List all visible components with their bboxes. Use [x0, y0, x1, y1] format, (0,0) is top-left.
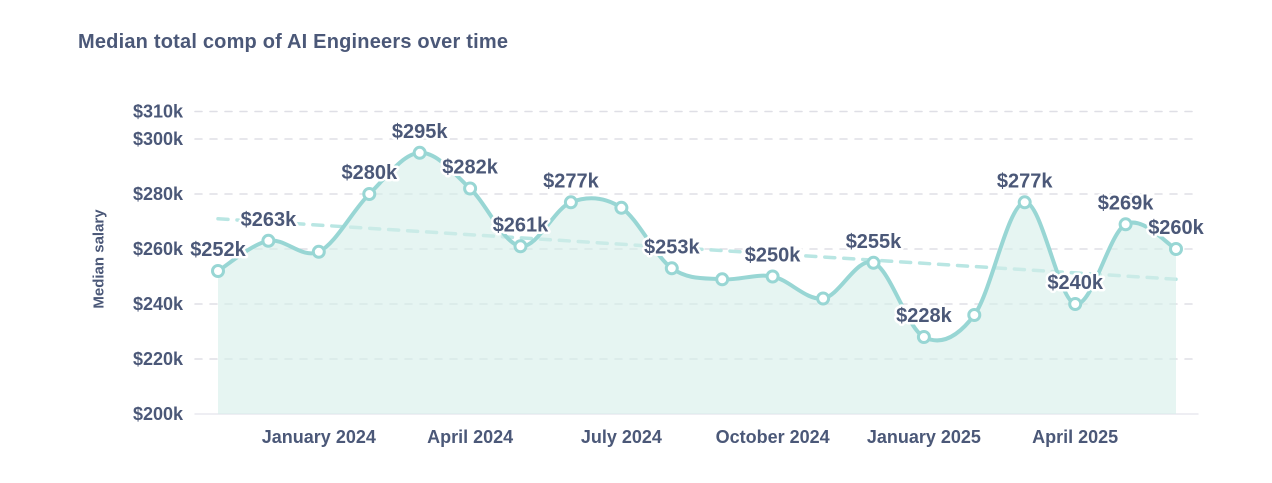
y-tick-label: $240k: [133, 294, 184, 314]
data-point-marker: [1169, 242, 1183, 256]
data-point-label: $255k: [846, 231, 902, 253]
data-point-marker: [463, 181, 478, 196]
data-point-marker: [1118, 217, 1133, 232]
data-point-marker: [1017, 195, 1032, 210]
data-point-marker: [664, 261, 679, 276]
data-point-marker: [765, 269, 780, 284]
x-tick-label: January 2024: [262, 427, 376, 447]
y-tick-label: $200k: [133, 404, 184, 424]
y-tick-label: $280k: [133, 184, 184, 204]
data-point-marker: [412, 145, 427, 160]
data-point-marker: [715, 272, 730, 287]
data-point-label: $277k: [997, 170, 1053, 192]
data-point-marker: [816, 291, 831, 306]
y-tick-label: $300k: [133, 129, 184, 149]
data-point-marker: [967, 308, 982, 322]
data-point-label: $282k: [442, 157, 498, 179]
area-fill: [218, 152, 1176, 414]
data-point-label: $277k: [543, 170, 599, 192]
y-tick-label: $220k: [133, 349, 184, 369]
data-point-label: $253k: [644, 236, 700, 258]
data-point-label: $250k: [745, 245, 801, 267]
data-point-label: $261k: [493, 214, 549, 236]
data-point-label: $269k: [1098, 192, 1154, 214]
y-tick-label: $260k: [133, 239, 184, 259]
x-tick-label: April 2024: [427, 427, 513, 447]
data-point-marker: [563, 195, 578, 210]
data-point-label: $252k: [190, 239, 246, 261]
data-point-label: $260k: [1148, 217, 1204, 239]
x-tick-label: January 2025: [867, 427, 981, 447]
data-point-marker: [211, 264, 225, 278]
data-point-marker: [362, 187, 377, 201]
data-point-marker: [866, 255, 881, 270]
chart-title: Median total comp of AI Engineers over t…: [78, 31, 509, 53]
data-point-marker: [1068, 297, 1083, 311]
data-point-label: $263k: [241, 209, 297, 231]
y-tick-label: $310k: [133, 102, 184, 122]
data-point-label: $240k: [1047, 272, 1103, 294]
x-tick-label: July 2024: [581, 427, 662, 447]
data-point-marker: [513, 239, 528, 254]
data-point-marker: [261, 233, 276, 248]
x-tick-label: October 2024: [716, 427, 830, 447]
data-point-label: $295k: [392, 121, 448, 143]
data-point-marker: [916, 330, 931, 344]
data-point-label: $228k: [896, 305, 952, 327]
x-tick-label: April 2025: [1032, 427, 1118, 447]
data-point-marker: [311, 244, 326, 259]
data-point-marker: [614, 200, 629, 215]
data-point-label: $280k: [341, 162, 397, 184]
